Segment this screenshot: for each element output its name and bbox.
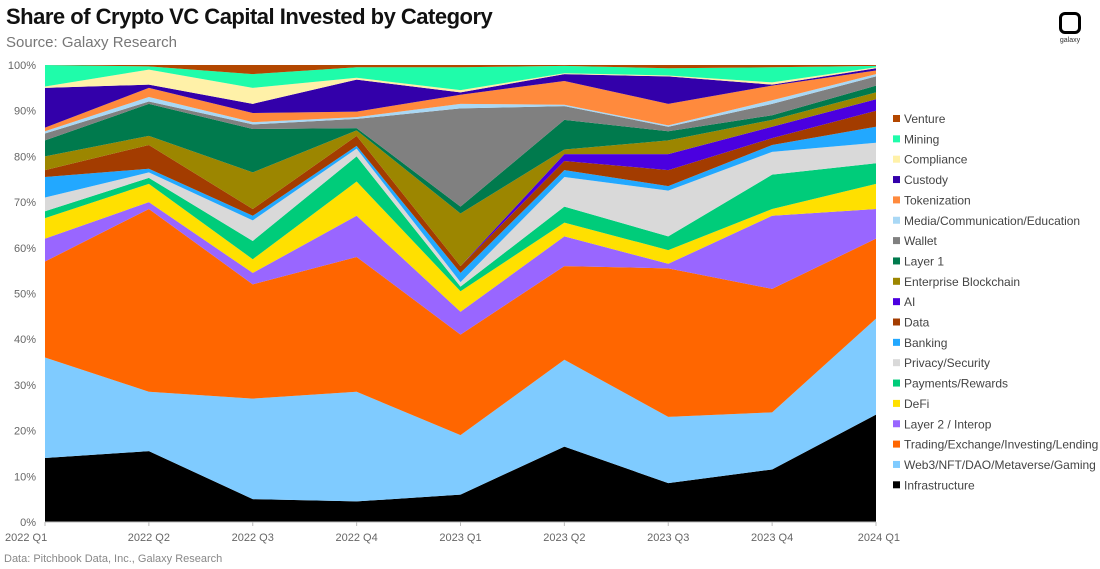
x-tick-label: 2022 Q1	[5, 532, 47, 544]
legend-swatch	[893, 420, 900, 428]
y-tick-label: 100%	[8, 60, 36, 72]
x-tick-label: 2022 Q4	[336, 532, 378, 544]
legend-swatch	[893, 318, 900, 326]
y-tick-label: 0%	[20, 517, 36, 529]
area-series-web3-nft-dao-metaverse-gaming	[45, 318, 876, 502]
x-tick-label: 2023 Q3	[647, 532, 689, 544]
area-series-mining	[45, 65, 876, 91]
area-series-enterprise-blockchain	[45, 92, 876, 267]
legend-swatch	[893, 257, 900, 265]
legend-swatch	[893, 115, 900, 122]
x-tick-label: 2024 Q1	[858, 532, 900, 544]
legend-swatch	[893, 176, 900, 184]
legend-label: Data	[904, 316, 930, 330]
y-tick-label: 10%	[14, 471, 36, 483]
legend-label: Wallet	[904, 234, 938, 248]
legend-label: Payments/Rewards	[904, 377, 1008, 391]
legend-swatch	[893, 399, 900, 407]
legend-swatch	[893, 135, 900, 143]
area-series-privacy-security	[45, 142, 876, 287]
legend-swatch	[893, 460, 900, 468]
area-series-custody	[45, 68, 876, 128]
x-tick-label: 2023 Q1	[439, 532, 481, 544]
legend-swatch	[893, 481, 900, 489]
legend-label: Enterprise Blockchain	[904, 275, 1020, 289]
legend-label: Custody	[904, 173, 948, 187]
legend-swatch	[893, 359, 900, 367]
chart-subtitle: Source: Galaxy Research	[6, 34, 177, 51]
y-tick-label: 90%	[14, 106, 36, 118]
legend-swatch	[893, 196, 900, 204]
legend-label: Compliance	[904, 153, 968, 167]
legend-swatch	[893, 277, 900, 285]
legend-label: Layer 2 / Interop	[904, 417, 992, 431]
legend-swatch	[893, 379, 900, 387]
legend-label: Layer 1	[904, 254, 944, 268]
data-source-note: Data: Pitchbook Data, Inc., Galaxy Resea…	[4, 553, 223, 565]
area-series-data	[45, 110, 876, 273]
y-tick-label: 70%	[14, 197, 36, 209]
area-series-layer-2-interop	[45, 202, 876, 335]
legend-swatch	[893, 216, 900, 224]
x-tick-label: 2023 Q4	[751, 532, 793, 544]
legend-label: Infrastructure	[904, 478, 975, 492]
area-series-venture	[45, 65, 876, 75]
area-series-tokenization	[45, 70, 876, 132]
galaxy-logo-icon	[1059, 12, 1081, 34]
y-tick-label: 40%	[14, 334, 36, 346]
area-series-layer-1	[45, 85, 876, 214]
legend-swatch	[893, 155, 900, 163]
legend-label: Web3/NFT/DAO/Metaverse/Gaming	[904, 458, 1096, 472]
area-series-infrastructure	[45, 414, 876, 522]
galaxy-logo: galaxy	[1050, 12, 1090, 48]
legend-swatch	[893, 440, 900, 448]
x-tick-label: 2022 Q2	[128, 532, 170, 544]
y-tick-label: 20%	[14, 426, 36, 438]
area-series-trading-exchange-investing-lending	[45, 208, 876, 436]
legend-swatch	[893, 237, 900, 245]
area-series-banking	[45, 126, 876, 283]
y-tick-label: 80%	[14, 151, 36, 163]
area-series-wallet	[45, 76, 876, 207]
legend-label: Venture	[904, 112, 946, 126]
legend-label: Trading/Exchange/Investing/Lending	[904, 438, 1098, 452]
chart-title: Share of Crypto VC Capital Invested by C…	[6, 4, 493, 29]
legend-label: DeFi	[904, 397, 929, 411]
legend-label: Banking	[904, 336, 947, 350]
legend-label: Tokenization	[904, 193, 971, 207]
legend-label: Media/Communication/Education	[904, 214, 1080, 228]
legend-label: Mining	[904, 132, 939, 146]
area-series-compliance	[45, 67, 876, 104]
x-tick-label: 2022 Q3	[232, 532, 274, 544]
y-tick-label: 30%	[14, 380, 36, 392]
legend-label: AI	[904, 295, 915, 309]
area-series-payments-rewards	[45, 156, 876, 292]
x-tick-label: 2023 Q2	[543, 532, 585, 544]
y-tick-label: 50%	[14, 289, 36, 301]
area-series-defi	[45, 181, 876, 312]
legend-swatch	[893, 338, 900, 346]
legend-swatch	[893, 298, 900, 306]
galaxy-logo-text: galaxy	[1059, 37, 1081, 44]
y-tick-label: 60%	[14, 243, 36, 255]
legend-label: Privacy/Security	[904, 356, 990, 370]
